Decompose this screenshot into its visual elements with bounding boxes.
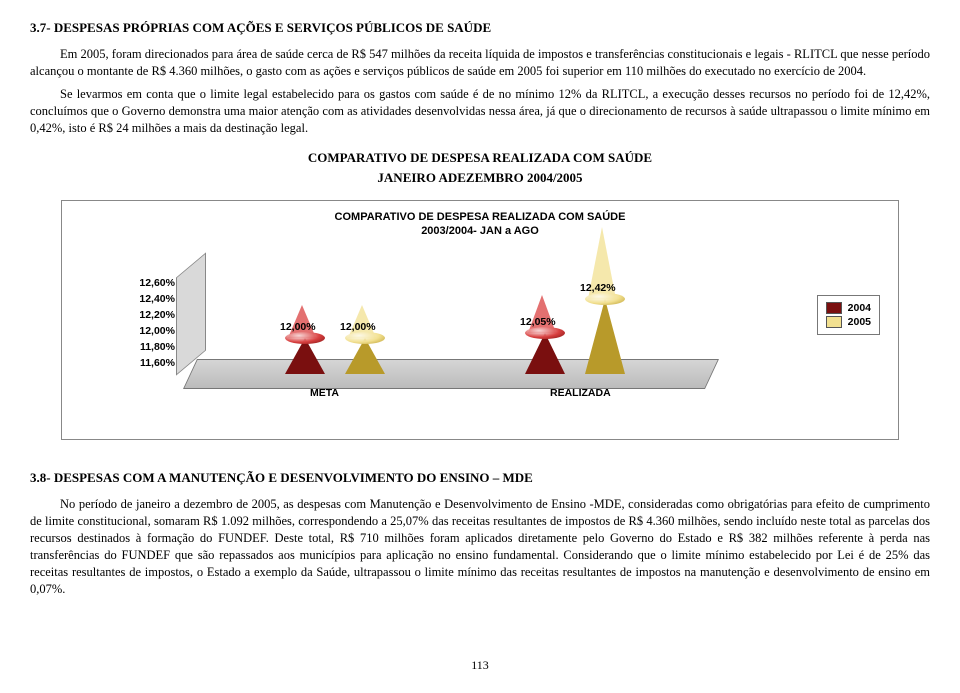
chart-cone bbox=[585, 299, 625, 374]
section-37-title: 3.7- DESPESAS PRÓPRIAS COM AÇÕES E SERVI… bbox=[30, 20, 930, 36]
section-37-p1: Em 2005, foram direcionados para área de… bbox=[30, 46, 930, 80]
value-label: 12,05% bbox=[520, 316, 556, 328]
chart-container: COMPARATIVO DE DESPESA REALIZADA COM SAÚ… bbox=[61, 200, 899, 440]
y-tick: 12,00% bbox=[120, 323, 175, 339]
value-label: 12,00% bbox=[280, 321, 316, 333]
category-label: META bbox=[310, 387, 339, 399]
section-38-title: 3.8- DESPESAS COM A MANUTENÇÃO E DESENVO… bbox=[30, 470, 930, 486]
section-38-p1: No período de janeiro a dezembro de 2005… bbox=[30, 496, 930, 597]
y-axis: 12,60%12,40%12,20%12,00%11,80%11,60% bbox=[120, 275, 175, 371]
legend-row-2004: 2004 bbox=[826, 302, 871, 314]
y-tick: 11,60% bbox=[120, 355, 175, 371]
chart-subtitle: JANEIRO ADEZEMBRO 2004/2005 bbox=[30, 170, 930, 186]
chart-inner-title: COMPARATIVO DE DESPESA REALIZADA COM SAÚ… bbox=[70, 211, 890, 223]
plot-area: 12,00%12,00%12,05%12,42%METAREALIZADA bbox=[190, 269, 710, 379]
plot-wall bbox=[176, 253, 206, 376]
category-label: REALIZADA bbox=[550, 387, 611, 399]
chart-area: 12,60%12,40%12,20%12,00%11,80%11,60% 12,… bbox=[70, 255, 890, 435]
legend-swatch-2005 bbox=[826, 316, 842, 328]
legend-swatch-2004 bbox=[826, 302, 842, 314]
legend-label-2004: 2004 bbox=[848, 302, 871, 314]
y-tick: 12,20% bbox=[120, 307, 175, 323]
legend-label-2005: 2005 bbox=[848, 316, 871, 328]
value-label: 12,00% bbox=[340, 321, 376, 333]
chart-cone bbox=[525, 333, 565, 374]
chart-legend: 2004 2005 bbox=[817, 295, 880, 335]
chart-inner-sub: 2003/2004- JAN a AGO bbox=[70, 225, 890, 237]
y-tick: 11,80% bbox=[120, 339, 175, 355]
legend-row-2005: 2005 bbox=[826, 316, 871, 328]
y-tick: 12,40% bbox=[120, 291, 175, 307]
chart-title: COMPARATIVO DE DESPESA REALIZADA COM SAÚ… bbox=[30, 150, 930, 166]
plot-floor bbox=[183, 359, 719, 389]
y-tick: 12,60% bbox=[120, 275, 175, 291]
section-37-p2: Se levarmos em conta que o limite legal … bbox=[30, 86, 930, 137]
chart-cone bbox=[345, 338, 385, 374]
value-label: 12,42% bbox=[580, 282, 616, 294]
chart-cone bbox=[285, 338, 325, 374]
page-number: 113 bbox=[30, 658, 930, 673]
